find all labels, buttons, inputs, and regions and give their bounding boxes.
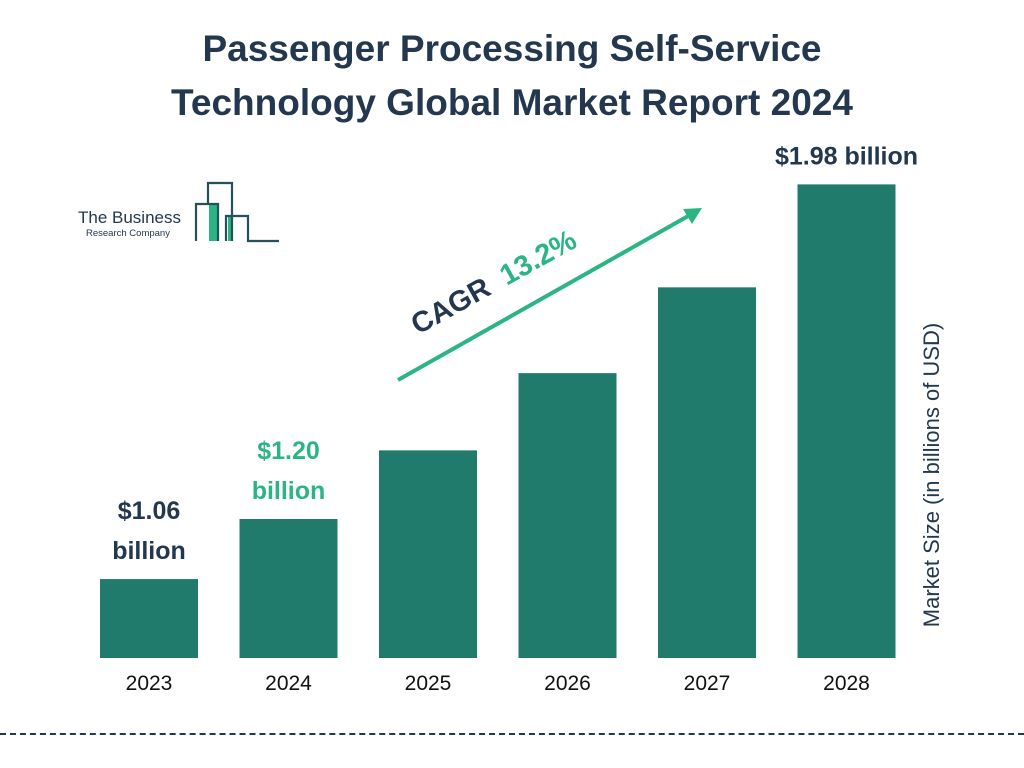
logo-line-1: The Business (78, 208, 181, 227)
y-axis-label: Market Size (in billions of USD) (919, 322, 944, 628)
logo: The Business Research Company (78, 181, 279, 243)
title-line-1: Passenger Processing Self-Service (202, 28, 822, 69)
bar-2028 (797, 184, 896, 658)
x-tick-label: 2026 (544, 672, 591, 695)
data-label: $1.06 (118, 497, 181, 525)
x-tick-label: 2028 (823, 672, 870, 695)
logo-outline-3 (224, 214, 279, 243)
cagr-annotation: CAGR 13.2% (397, 208, 702, 382)
cagr-arrowhead (683, 208, 702, 224)
data-label: billion (112, 537, 186, 565)
data-label: $1.20 (257, 437, 320, 465)
x-tick-label: 2024 (265, 672, 312, 695)
bar-2027 (658, 287, 756, 658)
data-label: $1.98 billion (775, 142, 918, 170)
chart-title: Passenger Processing Self-Service Techno… (0, 22, 1024, 130)
x-tick-label: 2025 (405, 672, 452, 695)
bar-2023 (100, 579, 198, 658)
title-line-2: Technology Global Market Report 2024 (171, 82, 853, 123)
divider-dashed (0, 733, 1024, 735)
logo-line-2: Research Company (86, 228, 170, 239)
logo-bar-1 (209, 205, 217, 241)
x-tick-label: 2027 (684, 672, 731, 695)
logo-bar-2 (228, 217, 232, 241)
bar-2024 (239, 519, 338, 658)
cagr-arrow-line (397, 213, 691, 382)
x-tick-label: 2023 (126, 672, 173, 695)
bar-2025 (379, 450, 477, 658)
data-label: billion (252, 477, 326, 505)
logo-outline-2 (206, 181, 234, 241)
bar-2026 (518, 373, 617, 658)
